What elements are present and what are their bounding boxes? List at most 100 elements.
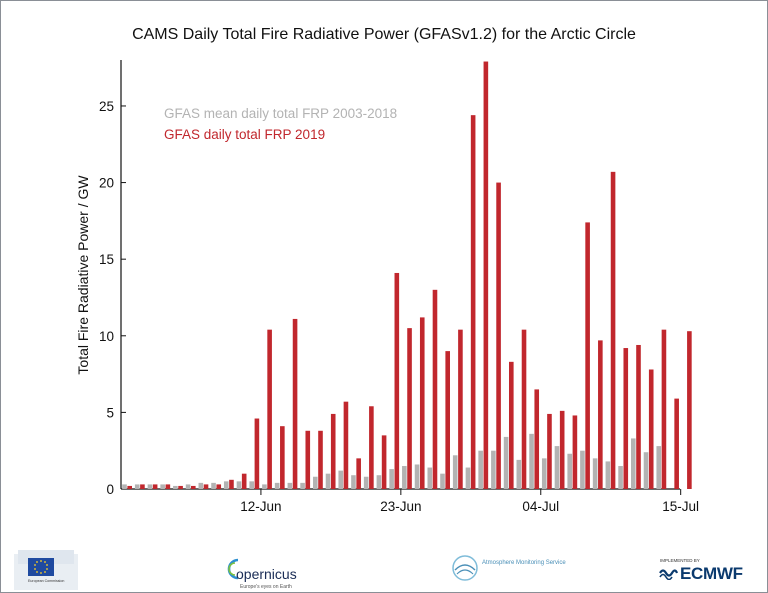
bar-mean-day-5 <box>185 484 191 489</box>
copernicus-logo-text: opernicus <box>236 566 297 582</box>
bar-mean-day-21 <box>389 469 394 489</box>
y-tick-label: 20 <box>99 176 114 191</box>
bar-2019-day-25 <box>445 351 450 489</box>
bar-mean-day-3 <box>160 484 165 489</box>
bar-mean-day-42 <box>656 446 662 489</box>
bar-mean-day-37 <box>592 458 598 489</box>
bar-2019-day-44 <box>687 331 692 489</box>
bar-2019-day-32 <box>534 389 540 489</box>
bar-mean-day-29 <box>491 450 496 489</box>
bar-2019-day-27 <box>470 115 476 490</box>
bar-2019-day-33 <box>547 413 552 489</box>
bar-2019-day-8 <box>229 479 234 489</box>
implemented-by-text: IMPLEMENTED BY <box>660 558 700 563</box>
bar-2019-day-20 <box>381 435 387 489</box>
bar-mean-day-26 <box>452 455 458 489</box>
bar-2019-day-15 <box>318 430 323 489</box>
bar-mean-day-20 <box>376 475 382 489</box>
x-tick-label: 15-Jul <box>662 499 699 514</box>
y-tick-label: 0 <box>106 482 114 497</box>
bar-mean-day-36 <box>580 450 585 489</box>
bars <box>122 61 692 490</box>
bar-mean-day-0 <box>122 484 127 489</box>
bar-mean-day-27 <box>465 467 471 489</box>
bar-mean-day-40 <box>631 438 636 489</box>
bar-mean-day-23 <box>414 464 420 489</box>
x-tick-label: 12-Jun <box>240 499 281 514</box>
bar-mean-day-25 <box>440 473 445 489</box>
bar-mean-day-6 <box>198 482 204 489</box>
bar-2019-day-41 <box>648 369 654 489</box>
bar-mean-day-18 <box>351 475 356 489</box>
eu-logo-text: European Commission <box>28 579 64 583</box>
bar-2019-day-38 <box>610 171 616 489</box>
european-commission-logo: European Commission <box>14 550 78 590</box>
bar-2019-day-34 <box>559 410 565 489</box>
bar-2019-day-43 <box>674 398 679 489</box>
bar-mean-day-24 <box>427 467 433 489</box>
bar-mean-day-17 <box>338 470 344 489</box>
bar-2019-day-0 <box>127 485 132 489</box>
bar-2019-day-26 <box>458 329 463 489</box>
bar-2019-day-16 <box>330 413 336 489</box>
bar-mean-day-32 <box>529 433 534 489</box>
bar-mean-day-4 <box>173 485 178 489</box>
bar-mean-day-12 <box>274 482 280 489</box>
y-tick-label: 10 <box>99 329 114 344</box>
bar-mean-day-39 <box>618 466 623 489</box>
bar-2019-day-18 <box>356 458 361 489</box>
bar-mean-day-41 <box>643 452 649 489</box>
copernicus-tagline: Europe's eyes on Earth <box>240 584 292 590</box>
bar-2019-day-17 <box>343 401 349 489</box>
bar-mean-day-31 <box>516 459 522 489</box>
bar-mean-day-30 <box>503 436 509 489</box>
bar-mean-day-28 <box>478 450 483 489</box>
bar-mean-day-33 <box>541 458 547 489</box>
x-tick-label: 04-Jul <box>522 499 559 514</box>
bar-mean-day-7 <box>211 482 216 489</box>
bar-2019-day-23 <box>419 317 425 489</box>
bar-2019-day-10 <box>254 418 260 489</box>
copernicus-c-icon <box>227 558 239 580</box>
bar-2019-day-9 <box>241 473 247 489</box>
bar-2019-day-7 <box>216 484 222 489</box>
bar-mean-day-19 <box>363 476 369 489</box>
bar-2019-day-28 <box>483 61 489 490</box>
bar-2019-day-24 <box>432 289 438 489</box>
bar-chart: 0 5 10 15 20 25 12-Jun 23-Jun 04-Jul 15-Jul Tota… <box>75 60 699 514</box>
bar-2019-day-1 <box>140 484 145 489</box>
bar-mean-day-35 <box>567 453 572 489</box>
legend-mean: GFAS mean daily total FRP 2003-2018 <box>164 106 397 121</box>
bar-mean-day-15 <box>313 476 318 489</box>
atmosphere-service-text: Atmosphere Monitoring Service <box>482 560 566 566</box>
bar-2019-day-35 <box>572 415 578 489</box>
bar-2019-day-30 <box>509 361 514 489</box>
bar-2019-day-12 <box>280 426 285 489</box>
y-axis-label: Total Fire Radiative Power / GW <box>75 175 91 375</box>
bar-mean-day-8 <box>223 481 229 489</box>
bar-2019-day-36 <box>585 222 590 489</box>
bar-2019-day-31 <box>521 329 527 489</box>
bar-2019-day-42 <box>661 329 667 489</box>
bar-2019-day-3 <box>165 484 171 489</box>
bar-mean-day-1 <box>134 484 140 489</box>
bar-2019-day-13 <box>292 318 298 489</box>
bar-mean-day-38 <box>605 461 611 489</box>
bar-2019-day-21 <box>394 272 400 489</box>
bar-mean-day-22 <box>402 466 407 489</box>
bar-2019-day-19 <box>369 406 374 489</box>
chart-title: CAMS Daily Total Fire Radiative Power (G… <box>132 26 636 43</box>
y-tick-label: 25 <box>99 99 114 114</box>
bar-2019-day-40 <box>636 344 641 489</box>
bar-mean-day-2 <box>147 484 153 489</box>
x-tick-label: 23-Jun <box>380 499 421 514</box>
bar-mean-day-11 <box>262 484 267 489</box>
bar-2019-day-11 <box>267 329 272 489</box>
bar-mean-day-16 <box>325 473 331 489</box>
y-tick-label: 5 <box>106 405 114 420</box>
bar-2019-day-4 <box>178 485 183 489</box>
legend: GFAS mean daily total FRP 2003-2018 GFAS… <box>164 106 397 142</box>
bar-2019-day-22 <box>407 328 412 489</box>
bar-mean-day-10 <box>249 481 254 489</box>
